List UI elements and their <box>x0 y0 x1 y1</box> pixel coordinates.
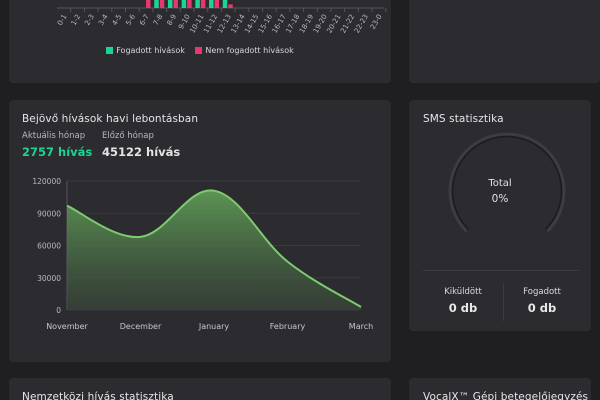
hourly-calls-card: 0-1 1-2 2-3 3-4 4-5 5-6 6-7 7-8 8-9 9-10 10-11 11-1… <box>9 0 391 83</box>
y-tick-label: 60000 <box>37 242 61 251</box>
y-tick-label: 30000 <box>37 274 61 283</box>
hourly-bar[interactable] <box>167 0 173 8</box>
legend-item-missed[interactable]: Nem fogadott hívások <box>195 46 294 55</box>
hourly-bar[interactable] <box>154 0 159 8</box>
hourly-bar[interactable] <box>146 0 151 8</box>
previous-month-value: 45122 hívás <box>102 145 181 159</box>
sms-received-label: Fogadott <box>523 287 561 297</box>
legend-swatch-received <box>106 47 114 54</box>
international-calls-title: Nemzetközi hívás statisztika <box>22 391 174 400</box>
x-tick-label: 23-0 <box>369 13 384 31</box>
sms-divider <box>423 270 579 271</box>
legend-label-missed: Nem fogadott hívások <box>205 46 294 55</box>
international-calls-card: Nemzetközi hívás statisztika <box>9 378 391 400</box>
gauge-total-label: Total <box>488 178 512 189</box>
area-line <box>66 189 362 308</box>
sms-sent-value: 0 db <box>448 301 478 315</box>
hourly-bar[interactable] <box>228 4 233 8</box>
x-tick-label: 0-1 <box>56 13 69 27</box>
current-month-value: 2757 hívás <box>22 145 93 159</box>
x-tick-label: 5-6 <box>124 13 137 27</box>
hourly-bar[interactable] <box>181 0 187 8</box>
vocalx-card: VocalX™ Gépi betegelőjegyzés <box>409 378 591 400</box>
monthly-calls-chart: 0 30000 60000 90000 120000 November December Ja… <box>32 177 373 331</box>
x-tick-label: March <box>349 322 373 331</box>
x-tick-label: 2-3 <box>83 13 96 27</box>
legend-swatch-missed <box>195 47 203 54</box>
hourly-bar[interactable] <box>209 0 214 8</box>
hourly-bar[interactable] <box>214 0 220 8</box>
legend-label-received: Fogadott hívások <box>116 46 185 55</box>
hourly-calls-chart: 0-1 1-2 2-3 3-4 4-5 5-6 6-7 7-8 8-99-1010-1111-1… <box>56 0 387 35</box>
current-month-label: Aktuális hónap <box>22 131 86 141</box>
right-top-card <box>409 0 600 83</box>
y-tick-label: 90000 <box>37 209 61 218</box>
y-tick-label: 0 <box>56 306 61 315</box>
previous-month-label: Előző hónap <box>102 131 154 141</box>
vocalx-title: VocalX™ Gépi betegelőjegyzés <box>423 391 589 400</box>
hourly-bar[interactable] <box>159 0 165 8</box>
x-tick-label: 4-5 <box>111 13 124 27</box>
gauge-total-value: 0% <box>491 193 509 205</box>
x-tick-label: November <box>46 322 88 331</box>
sms-column-divider <box>503 283 504 321</box>
x-tick-label: December <box>120 322 162 331</box>
x-tick-label: 22-23 <box>353 13 370 35</box>
x-tick-label: February <box>270 322 306 331</box>
gauge-track-inner <box>451 135 563 231</box>
gauge-track <box>448 132 566 233</box>
x-tick-label: 1-2 <box>70 13 83 27</box>
hourly-bar[interactable] <box>173 0 178 8</box>
legend-item-received[interactable]: Fogadott hívások <box>106 46 187 55</box>
sms-gauge <box>448 132 566 233</box>
hourly-bar[interactable] <box>222 0 228 8</box>
sms-received-value: 0 db <box>527 301 557 315</box>
sms-stats-card: SMS statisztika Total 0% Kiküldött 0 db … <box>409 100 591 331</box>
hourly-bar[interactable] <box>200 0 206 8</box>
sms-sent-label: Kiküldött <box>444 287 482 297</box>
monthly-calls-card: Bejövő hívások havi lebontásban Aktuális… <box>9 100 391 362</box>
x-tick-label: January <box>198 322 230 331</box>
x-tick-label: 3-4 <box>97 13 110 27</box>
x-tick-label: 8-9 <box>166 13 179 27</box>
x-tick-label: 7-8 <box>152 13 165 27</box>
area-fill <box>67 190 361 310</box>
monthly-calls-title: Bejövő hívások havi lebontásban <box>22 113 199 125</box>
hourly-legend: Fogadott hívások Nem fogadott hívások <box>9 46 391 55</box>
x-tick-label: 6-7 <box>138 13 151 27</box>
sms-stats-title: SMS statisztika <box>423 113 504 125</box>
y-tick-label: 120000 <box>32 177 61 186</box>
hourly-bar[interactable] <box>187 0 192 8</box>
hourly-bar[interactable] <box>195 0 200 8</box>
